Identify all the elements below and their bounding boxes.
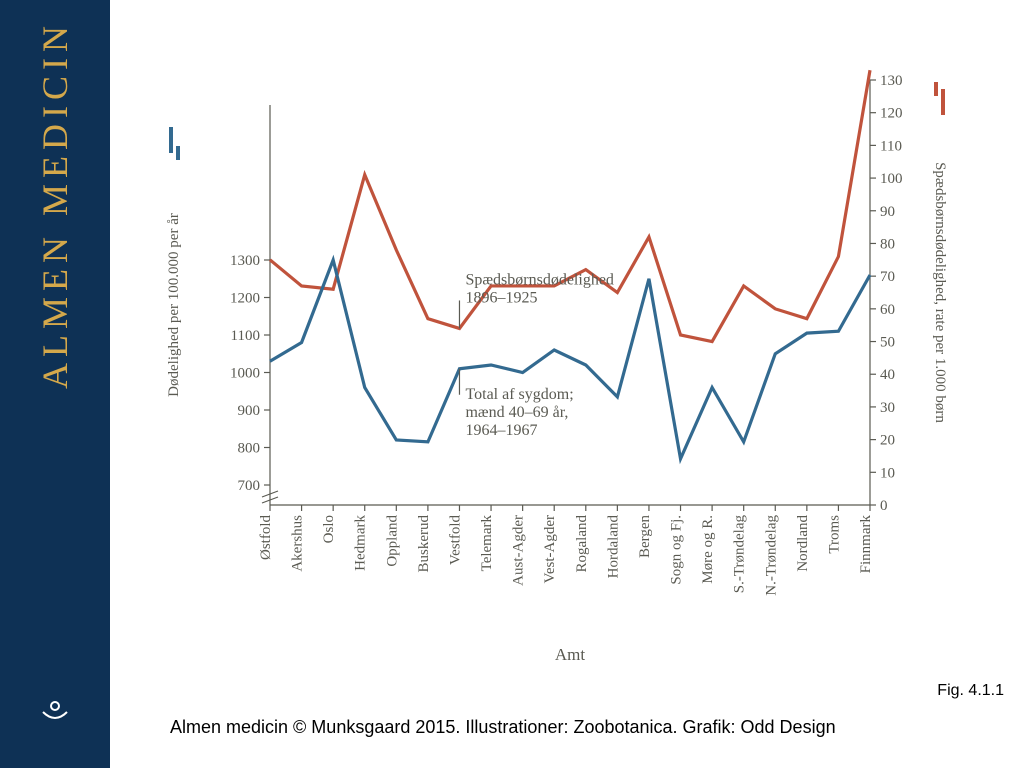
left-tick-label: 1300 — [230, 253, 260, 269]
x-tick-label: Vest-Agder — [542, 515, 558, 583]
right-tick-label: 20 — [880, 433, 895, 449]
annotation-total-1: Total af sygdom; — [465, 386, 573, 403]
left-axis-title: Dødelighed per 100.000 per år — [166, 213, 182, 397]
x-tick-label: Nordland — [795, 515, 811, 572]
sidebar: ALMEN MEDICIN — [0, 0, 110, 768]
annotation-infant: Spædsbørnsdødelighed — [465, 271, 613, 288]
right-tick-label: 80 — [880, 236, 895, 252]
left-tick-label: 800 — [238, 441, 261, 457]
right-tick-label: 70 — [880, 269, 895, 285]
x-tick-label: S.-Trøndelag — [732, 515, 748, 594]
right-tick-label: 100 — [880, 171, 903, 187]
caption: Almen medicin © Munksgaard 2015. Illustr… — [170, 717, 836, 738]
x-tick-label: Vestfold — [447, 515, 463, 565]
x-tick-label: Oppland — [384, 515, 400, 567]
left-tick-label: 1200 — [230, 291, 260, 307]
right-tick-label: 60 — [880, 302, 895, 318]
right-tick-label: 110 — [880, 138, 902, 154]
right-tick-label: 50 — [880, 335, 895, 351]
publisher-icon — [40, 698, 70, 728]
left-tick-label: 700 — [238, 478, 261, 494]
right-tick-label: 0 — [880, 498, 888, 514]
x-tick-label: Buskerud — [416, 515, 432, 573]
x-tick-label: Sogn og Fj. — [669, 515, 685, 585]
annotation-total-2: mænd 40–69 år, — [465, 404, 568, 421]
left-tick-label: 1100 — [231, 328, 260, 344]
x-tick-label: Østfold — [258, 515, 274, 561]
x-tick-label: N.-Trøndelag — [763, 515, 779, 596]
x-tick-label: Hedmark — [353, 515, 369, 571]
right-tick-label: 120 — [880, 106, 903, 122]
right-tick-label: 40 — [880, 367, 895, 383]
x-tick-label: Troms — [826, 515, 842, 554]
sidebar-title-text: ALMEN MEDICIN — [34, 20, 76, 389]
mortality-chart: 700 800 900 1000 1100 1200 1300 0 10 20 30 40 50 60 70… — [150, 30, 990, 690]
series-0 — [270, 70, 870, 341]
right-tick-label: 90 — [880, 204, 895, 220]
x-tick-label: Aust-Agder — [511, 515, 527, 586]
x-tick-label: Oslo — [321, 515, 337, 543]
x-tick-label: Hordaland — [605, 515, 621, 579]
right-tick-label: 130 — [880, 73, 903, 89]
x-axis-label: Amt — [555, 645, 586, 664]
right-tick-label: 30 — [880, 400, 895, 416]
x-tick-label: Møre og R. — [700, 515, 716, 584]
annotation-total-3: 1964–1967 — [465, 422, 537, 439]
x-tick-label: Akershus — [290, 515, 306, 572]
x-tick-label: Rogaland — [574, 515, 590, 573]
figure-number: Fig. 4.1.1 — [937, 682, 1004, 700]
left-tick-label: 900 — [238, 403, 261, 419]
sidebar-title: ALMEN MEDICIN — [20, 20, 90, 580]
left-tick-label: 1000 — [230, 366, 260, 382]
x-tick-label: Telemark — [479, 515, 495, 572]
annotation-infant-years: 1896–1925 — [465, 289, 537, 306]
series-1 — [270, 260, 870, 459]
right-tick-label: 10 — [880, 465, 895, 481]
x-tick-label: Finnmark — [858, 515, 874, 574]
right-axis-title: Spædsbørnsdødelighed, rate per 1.000 bør… — [932, 162, 948, 423]
x-tick-label: Bergen — [637, 515, 653, 559]
